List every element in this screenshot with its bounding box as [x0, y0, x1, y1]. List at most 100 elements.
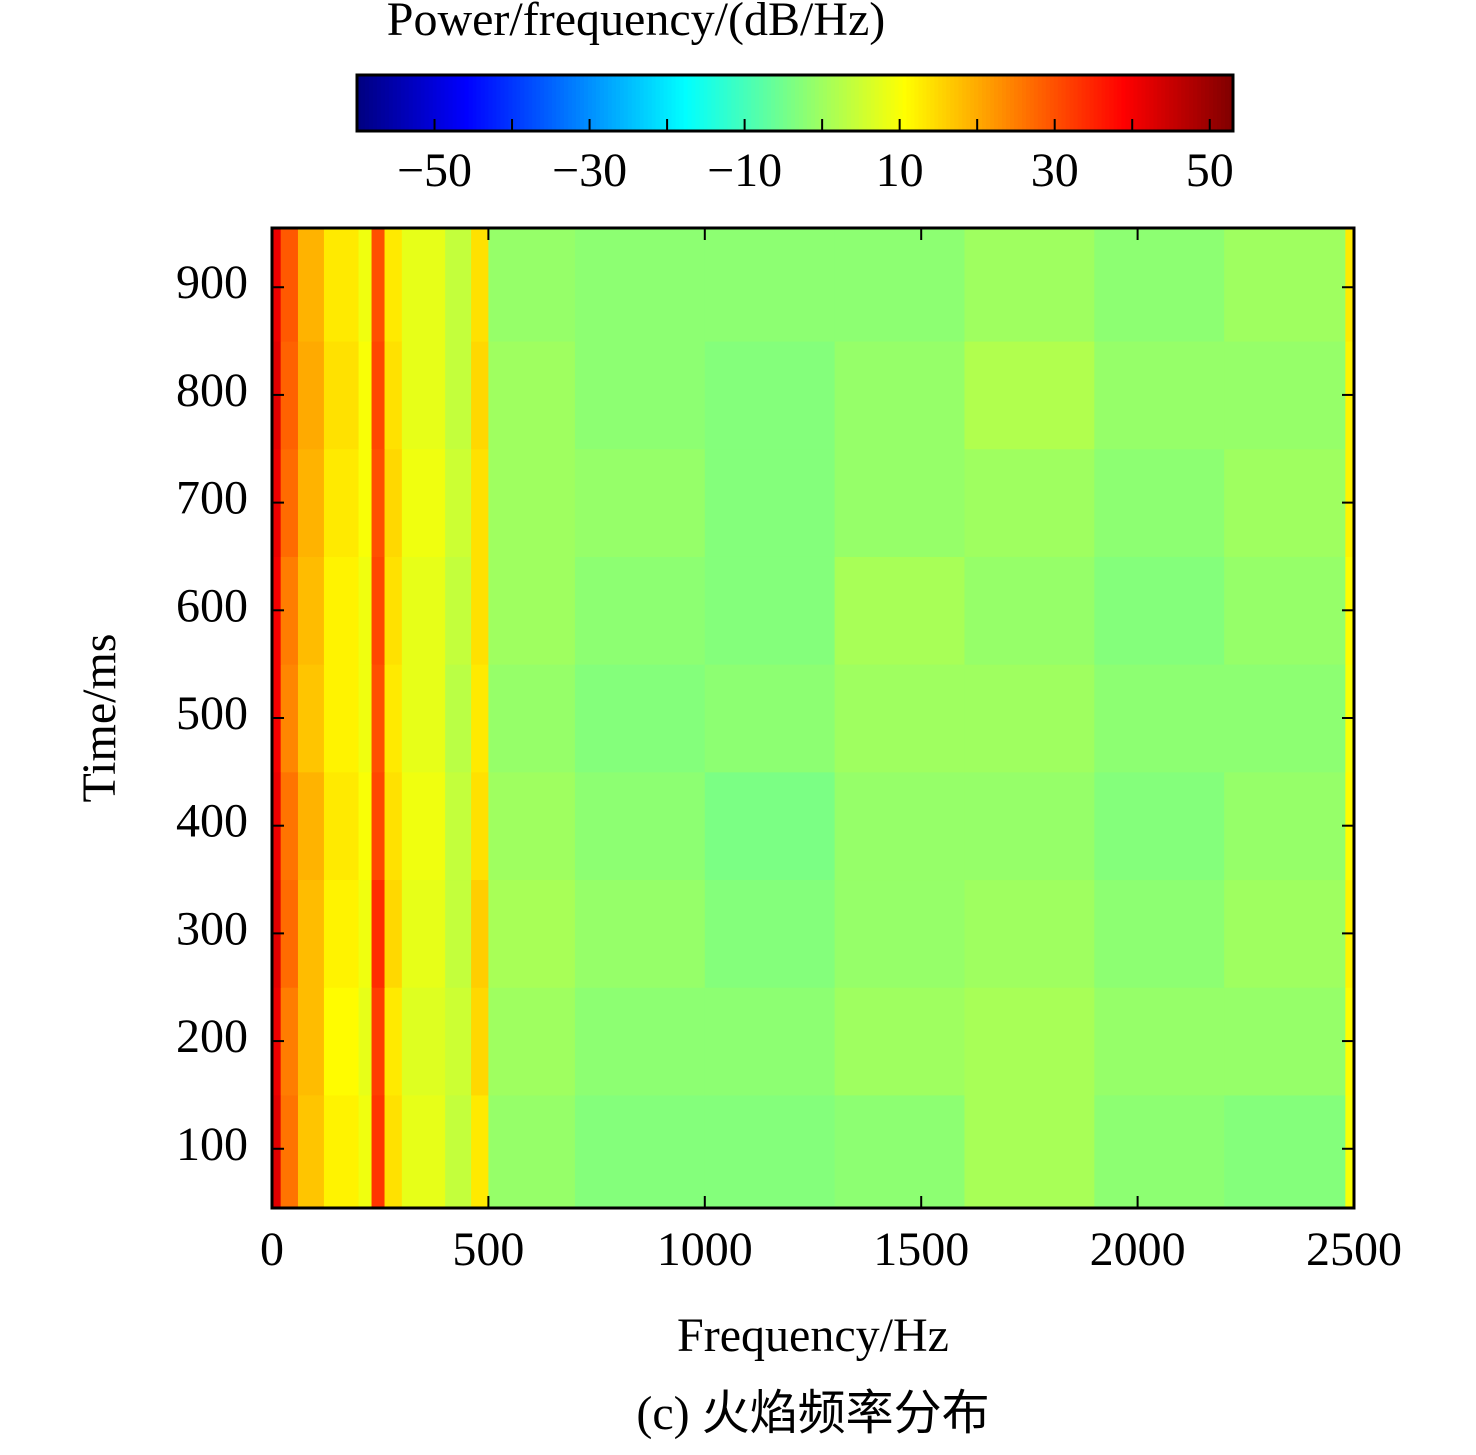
x-tick-label: 2500 [1306, 1223, 1402, 1276]
heat-cell [401, 771, 446, 881]
colorbar-swatch [683, 75, 689, 131]
x-tick-label: 2000 [1090, 1223, 1186, 1276]
colorbar-swatch [396, 75, 402, 131]
heat-cell [488, 341, 576, 450]
heat-cell [371, 556, 386, 665]
heat-cell [280, 228, 299, 342]
colorbar-swatch [452, 75, 458, 131]
colorbar-swatch [1002, 75, 1007, 131]
colorbar-swatch [500, 75, 505, 131]
y-tick-label: 600 [176, 579, 248, 632]
colorbar-swatch [496, 75, 501, 131]
colorbar-swatch [1033, 75, 1039, 131]
colorbar-swatch [675, 75, 681, 131]
y-tick-label: 200 [176, 1010, 248, 1063]
colorbar-swatch [1017, 75, 1023, 131]
colorbar-tick-label: 30 [1031, 144, 1079, 197]
heat-cell [488, 664, 576, 773]
colorbar-swatch [1225, 75, 1230, 131]
colorbar-swatch [783, 75, 788, 131]
heat-cell [1224, 448, 1346, 557]
colorbar-swatch [902, 75, 908, 131]
colorbar-swatch [444, 75, 450, 131]
heat-cell [445, 341, 472, 450]
heat-cell [834, 771, 965, 881]
colorbar-swatch [416, 75, 422, 131]
y-tick-label: 800 [176, 364, 248, 417]
colorbar-swatch [1089, 75, 1095, 131]
heat-cell [488, 556, 576, 665]
colorbar-swatch [655, 75, 661, 131]
heat-cell [1094, 879, 1225, 988]
colorbar-swatch [755, 75, 760, 131]
colorbar-tick-label: −10 [707, 144, 782, 197]
colorbar-swatch [1010, 75, 1015, 131]
colorbar-tick-label: 10 [876, 144, 924, 197]
heat-cell [704, 228, 836, 342]
colorbar-swatch [456, 75, 462, 131]
colorbar-swatch [834, 75, 840, 131]
heat-cell [445, 1094, 472, 1209]
colorbar-swatch [878, 75, 884, 131]
colorbar-swatch [472, 75, 478, 131]
heat-cell [401, 879, 446, 988]
colorbar-swatch [663, 75, 669, 131]
colorbar-swatch [767, 75, 772, 131]
colorbar-swatch [1073, 75, 1079, 131]
colorbar-swatch [1065, 75, 1071, 131]
colorbar-swatch [974, 75, 979, 131]
colorbar-swatch [751, 75, 756, 131]
colorbar-swatch [504, 75, 509, 131]
colorbar-swatch [1121, 75, 1127, 131]
colorbar-swatch [882, 75, 888, 131]
heat-cell [471, 664, 489, 773]
colorbar-swatch [1025, 75, 1031, 131]
heat-cell [1094, 987, 1225, 1096]
colorbar-swatch [384, 75, 390, 131]
colorbar-swatch [432, 75, 438, 131]
heat-cell [280, 556, 299, 665]
colorbar-swatch [1153, 75, 1158, 131]
heat-cell [371, 664, 386, 773]
heat-cell [280, 1094, 299, 1209]
colorbar-swatch [743, 75, 748, 131]
x-tick-label: 500 [452, 1223, 524, 1276]
colorbar-swatch [906, 75, 912, 131]
colorbar-swatch [671, 75, 677, 131]
heat-cell [1094, 448, 1225, 557]
heat-cell [401, 341, 446, 450]
heat-cell [964, 771, 1095, 881]
colorbar-swatch [1101, 75, 1107, 131]
heat-cell [704, 1094, 836, 1209]
heat-cell [445, 556, 472, 665]
heat-cell [964, 448, 1095, 557]
colorbar-swatch [1133, 75, 1139, 131]
colorbar-swatch [556, 75, 561, 131]
colorbar-swatch [357, 75, 362, 131]
colorbar-swatch [982, 75, 987, 131]
heat-cell [323, 987, 360, 1096]
colorbar-swatch [1014, 75, 1019, 131]
colorbar-swatch [508, 75, 513, 131]
colorbar-swatch [424, 75, 430, 131]
colorbar-swatch [806, 75, 812, 131]
colorbar-swatch [926, 75, 931, 131]
colorbar-swatch [388, 75, 394, 131]
y-tick-label: 900 [176, 256, 248, 309]
heat-cell [445, 987, 472, 1096]
colorbar-swatch [810, 75, 816, 131]
colorbar-swatch [492, 75, 497, 131]
y-axis-label: Time/ms [73, 634, 126, 803]
heat-cell [488, 879, 576, 988]
colorbar-swatch [990, 75, 995, 131]
heat-cell [964, 987, 1095, 1096]
colorbar-swatch [595, 75, 601, 131]
heat-cell [358, 771, 373, 881]
colorbar-swatch [707, 75, 712, 131]
colorbar-swatch [372, 75, 378, 131]
colorbar-swatch [480, 75, 486, 131]
heat-cell [358, 448, 373, 557]
colorbar-swatch [380, 75, 386, 131]
colorbar-swatch [1217, 75, 1222, 131]
heat-cell [297, 448, 325, 557]
